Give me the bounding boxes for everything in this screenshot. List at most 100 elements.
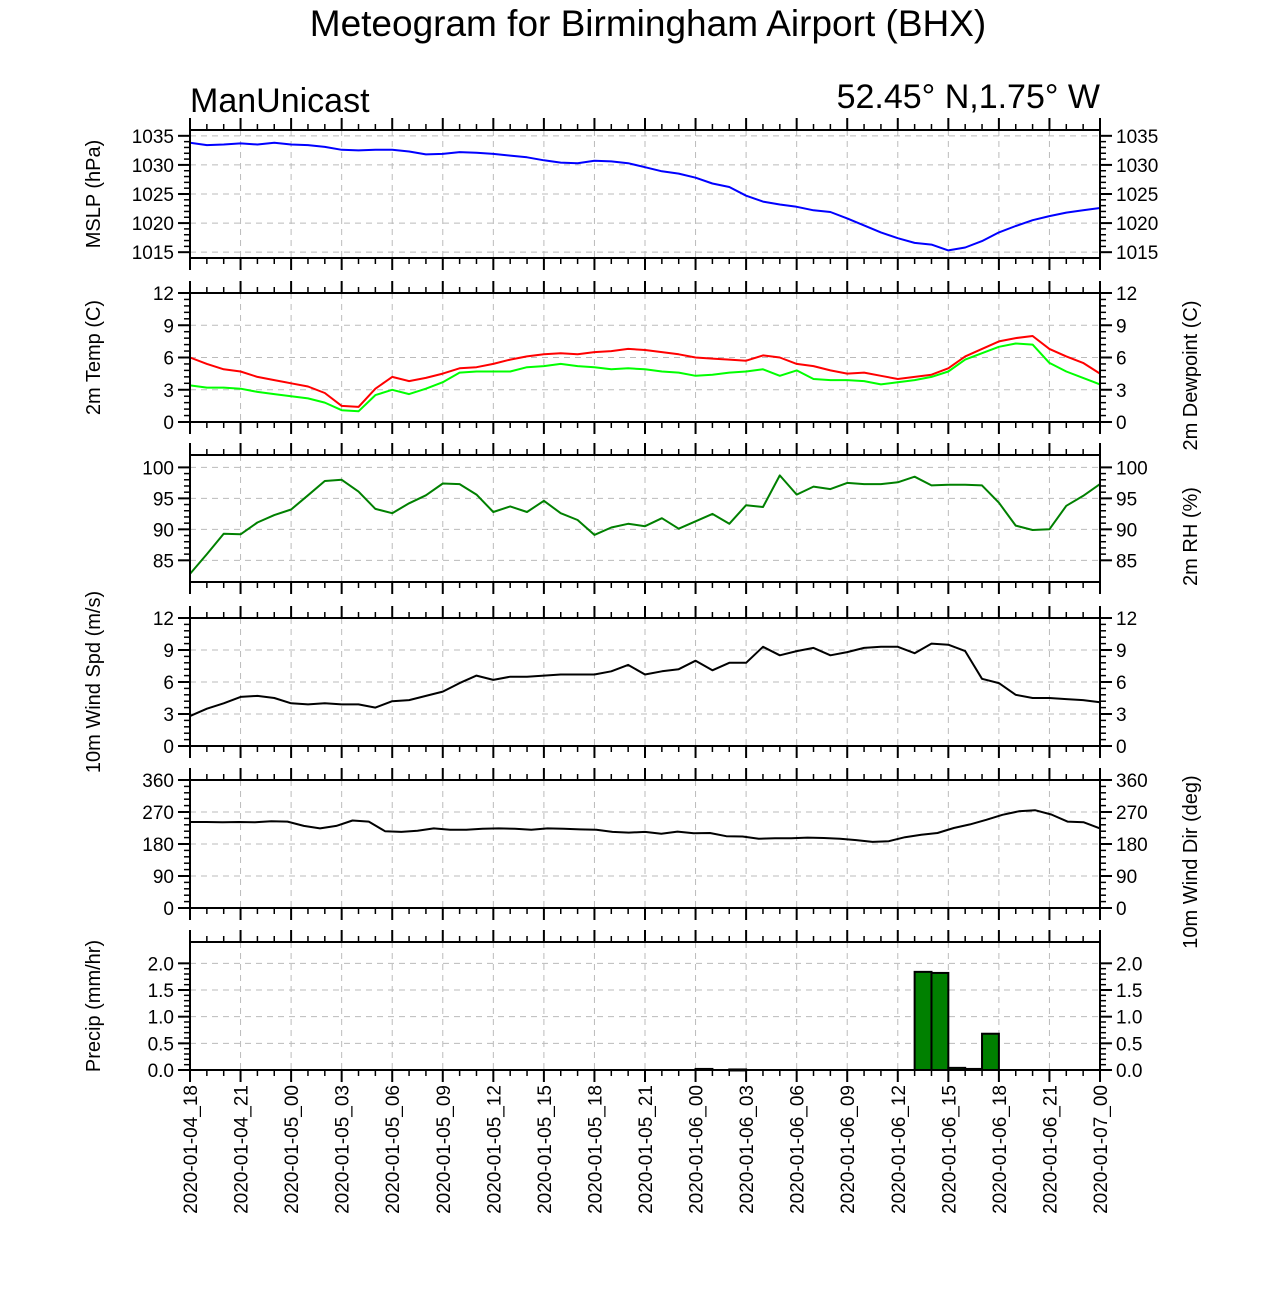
y-tick-label-right: 360 xyxy=(1116,771,1148,792)
y-tick-label-left: 1.5 xyxy=(148,981,174,1002)
y-tick-label-right: 9 xyxy=(1116,316,1127,337)
y-tick-label-left: 2.0 xyxy=(148,954,174,975)
x-tick-label: 2020-01-05_06 xyxy=(383,1085,404,1214)
y-tick-label-right: 3 xyxy=(1116,381,1127,402)
y-tick-label-right: 95 xyxy=(1116,489,1137,510)
y-tick-label-right: 1025 xyxy=(1116,185,1158,206)
y-tick-label-left: 0.0 xyxy=(148,1061,174,1082)
y-axis-label-left: 10m Wind Spd (m/s) xyxy=(83,591,105,773)
x-tick-label: 2020-01-07_00 xyxy=(1091,1085,1112,1214)
y-tick-label-right: 12 xyxy=(1116,284,1137,305)
y-tick-label-right: 1015 xyxy=(1116,243,1158,264)
y-tick-label-left: 3 xyxy=(163,705,174,726)
precip-bar-3 xyxy=(930,971,950,1072)
y-tick-label-right: 3 xyxy=(1116,705,1127,726)
y-tick-label-left: 12 xyxy=(153,609,174,630)
panel-precip: 0.0 0.0 0.5 0.5 1.0 1.0 1.5 1.5 2.0 2.0 Precip (mm… xyxy=(83,930,1142,1082)
y-tick-label-left: 12 xyxy=(153,284,174,305)
x-tick-label: 2020-01-06_03 xyxy=(737,1085,758,1214)
y-tick-label-right: 100 xyxy=(1116,458,1148,479)
y-tick-label-right: 1035 xyxy=(1116,127,1158,148)
y-tick-label-left: 95 xyxy=(153,489,174,510)
y-tick-label-left: 0.5 xyxy=(148,1034,174,1055)
y-axis-label-right: 2m Dewpoint (C) xyxy=(1180,300,1202,450)
y-tick-label-right: 1.5 xyxy=(1116,981,1142,1002)
x-tick-label: 2020-01-05_00 xyxy=(282,1085,303,1214)
y-tick-label-right: 90 xyxy=(1116,520,1137,541)
y-tick-label-left: 360 xyxy=(142,771,174,792)
y-tick-label-left: 9 xyxy=(163,641,174,662)
y-tick-label-right: 9 xyxy=(1116,641,1127,662)
chart-title: Meteogram for Birmingham Airport (BHX) xyxy=(310,3,986,44)
x-tick-label: 2020-01-04_18 xyxy=(181,1085,202,1214)
y-tick-label-right: 180 xyxy=(1116,835,1148,856)
series-line-wind-0 xyxy=(189,642,1101,718)
y-tick-label-right: 0.5 xyxy=(1116,1034,1142,1055)
y-tick-label-left: 6 xyxy=(163,673,174,694)
y-tick-label-left: 9 xyxy=(163,316,174,337)
panel-mslp: 1015 1015 1020 1020 1025 1025 1030 1030 1035 1035… xyxy=(83,118,1158,270)
x-tick-label: 2020-01-06_15 xyxy=(939,1085,960,1214)
series-line-rh-0 xyxy=(189,474,1101,575)
y-tick-label-right: 2.0 xyxy=(1116,954,1142,975)
y-tick-label-left: 1025 xyxy=(132,185,174,206)
y-axis-label-left: Precip (mm/hr) xyxy=(83,940,105,1072)
y-tick-label-left: 270 xyxy=(142,803,174,824)
x-tick-label: 2020-01-05_21 xyxy=(636,1085,657,1214)
y-tick-label-left: 0 xyxy=(163,899,174,920)
x-tick-label: 2020-01-04_21 xyxy=(232,1085,253,1214)
y-tick-label-left: 1.0 xyxy=(148,1008,174,1029)
x-tick-label: 2020-01-05_09 xyxy=(434,1085,455,1214)
x-tick-label: 2020-01-05_15 xyxy=(535,1085,556,1214)
panel-temp: 0 0 3 3 6 6 9 9 12 12 2m Temp (C) 2m Dewpoint (C) xyxy=(83,281,1202,451)
y-axis-label-right: 10m Wind Dir (deg) xyxy=(1180,775,1202,948)
y-tick-label-left: 0 xyxy=(163,737,174,758)
y-tick-label-right: 0 xyxy=(1116,737,1127,758)
location-label: 52.45° N,1.75° W xyxy=(837,78,1100,116)
precip-bar-2 xyxy=(913,970,933,1071)
y-tick-label-left: 100 xyxy=(142,458,174,479)
x-tick-label: 2020-01-06_06 xyxy=(788,1085,809,1214)
y-tick-label-left: 90 xyxy=(153,520,174,541)
y-tick-label-right: 12 xyxy=(1116,609,1137,630)
precip-bar-6 xyxy=(981,1032,1000,1071)
y-tick-label-right: 1.0 xyxy=(1116,1008,1142,1029)
source-label: ManUnicast xyxy=(190,82,370,120)
y-tick-label-right: 270 xyxy=(1116,803,1148,824)
y-tick-label-right: 6 xyxy=(1116,349,1127,370)
panels-group: 1015 1015 1020 1020 1025 1025 1030 1030 1035 1035… xyxy=(83,118,1202,1082)
x-tick-label: 2020-01-06_21 xyxy=(1040,1085,1061,1214)
y-tick-label-left: 1030 xyxy=(132,156,174,177)
panel-wdir: 0 0 90 90 180 180 270 270 360 360 10m Wind Dir (de… xyxy=(142,768,1202,949)
panel-frame xyxy=(189,454,1101,583)
y-tick-label-left: 6 xyxy=(163,349,174,370)
y-tick-label-left: 90 xyxy=(153,867,174,888)
y-tick-label-right: 6 xyxy=(1116,673,1127,694)
y-tick-label-left: 85 xyxy=(153,551,174,572)
y-tick-label-right: 1020 xyxy=(1116,214,1158,235)
y-tick-label-right: 90 xyxy=(1116,867,1137,888)
y-tick-label-left: 1020 xyxy=(132,214,174,235)
y-tick-label-right: 0 xyxy=(1116,899,1127,920)
x-tick-label: 2020-01-06_09 xyxy=(838,1085,859,1214)
y-tick-label-left: 1035 xyxy=(132,127,174,148)
x-axis: 2020-01-04_18 2020-01-04_21 2020-01-05_00 2… xyxy=(181,1085,1112,1214)
y-tick-label-left: 180 xyxy=(142,835,174,856)
y-tick-label-right: 0.0 xyxy=(1116,1061,1142,1082)
panel-frame xyxy=(189,941,1101,1071)
y-tick-label-right: 85 xyxy=(1116,551,1137,572)
series-line-temp-0 xyxy=(189,335,1101,408)
series-line-mslp-0 xyxy=(189,141,1101,252)
x-tick-label: 2020-01-05_03 xyxy=(333,1085,354,1214)
y-axis-label-left: 2m Temp (C) xyxy=(83,300,105,415)
series-line-wdir-0 xyxy=(190,809,1101,843)
y-tick-label-left: 3 xyxy=(163,381,174,402)
x-tick-label: 2020-01-06_18 xyxy=(990,1085,1011,1214)
y-tick-label-right: 0 xyxy=(1116,413,1127,434)
x-tick-label: 2020-01-06_12 xyxy=(889,1085,910,1214)
series-line-temp-1 xyxy=(189,342,1101,413)
x-tick-label: 2020-01-05_18 xyxy=(585,1085,606,1214)
y-axis-label-right: 2m RH (%) xyxy=(1180,487,1202,586)
panel-wind: 0 0 3 3 6 6 9 9 12 12 10m Wind Spd (m/s) xyxy=(83,591,1137,773)
